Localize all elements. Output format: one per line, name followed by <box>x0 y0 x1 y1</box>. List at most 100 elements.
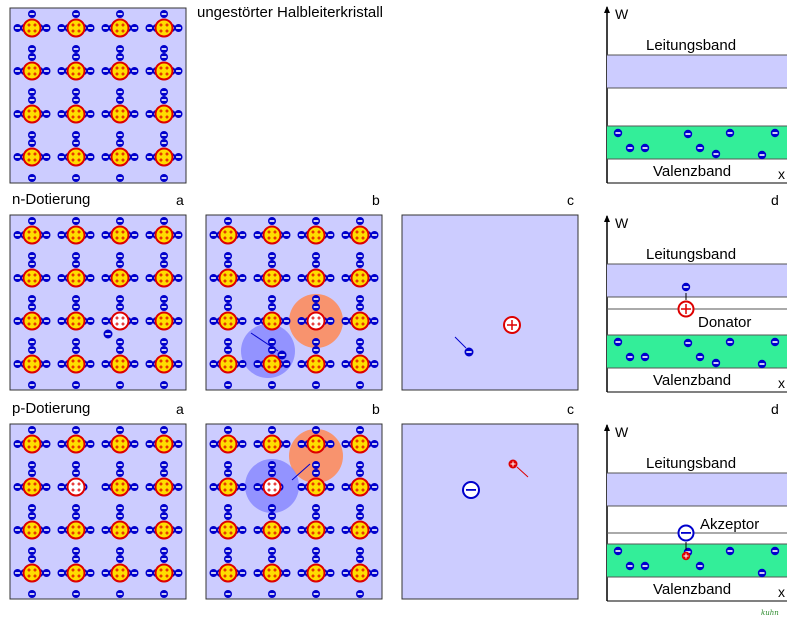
electron <box>72 469 80 477</box>
lattice-atom <box>66 225 86 245</box>
electron <box>174 526 183 534</box>
electron <box>57 317 66 325</box>
electron <box>253 569 262 577</box>
electron <box>224 381 232 389</box>
electron <box>757 568 767 578</box>
electron <box>42 274 51 282</box>
electron <box>28 10 36 18</box>
electron <box>282 526 291 534</box>
lattice-atom <box>66 520 86 540</box>
lattice-atom <box>154 104 174 124</box>
electron <box>326 440 335 448</box>
electron <box>86 360 95 368</box>
electron <box>72 512 80 520</box>
band0-conduction-label: Leitungsband <box>646 37 737 54</box>
electron <box>72 131 80 139</box>
electron <box>253 274 262 282</box>
electron <box>253 317 262 325</box>
electron <box>224 590 232 598</box>
electron <box>57 231 66 239</box>
electron <box>277 350 287 360</box>
lattice-atom <box>350 563 370 583</box>
lattice-atom <box>306 563 326 583</box>
electron <box>282 274 291 282</box>
lattice-atom <box>350 434 370 454</box>
electron <box>370 274 379 282</box>
lattice-atom <box>110 147 130 167</box>
electron <box>103 329 113 339</box>
lattice-atom <box>66 268 86 288</box>
electron <box>130 360 139 368</box>
electron <box>72 252 80 260</box>
electron <box>370 231 379 239</box>
electron <box>145 526 154 534</box>
electron <box>116 174 124 182</box>
electron <box>224 295 232 303</box>
lattice-atom <box>154 18 174 38</box>
electron <box>72 217 80 225</box>
electron <box>224 346 232 354</box>
lattice-n-b <box>205 214 383 391</box>
lattice-atom <box>218 268 238 288</box>
electron <box>57 526 66 534</box>
electron <box>341 360 350 368</box>
electron <box>224 461 232 469</box>
electron <box>282 231 291 239</box>
electron <box>613 546 623 556</box>
electron <box>174 569 183 577</box>
band1-axis-x: x <box>778 375 785 391</box>
electron <box>312 338 320 346</box>
electron <box>145 360 154 368</box>
valence-band <box>607 544 787 577</box>
lattice-atom <box>66 354 86 374</box>
electron <box>356 252 364 260</box>
electron <box>160 555 168 563</box>
lattice-atom <box>350 477 370 497</box>
electron <box>356 338 364 346</box>
electron <box>28 295 36 303</box>
lattice-atom <box>306 477 326 497</box>
lattice-atom <box>110 268 130 288</box>
electron <box>757 359 767 369</box>
electron <box>297 483 306 491</box>
electron <box>224 512 232 520</box>
electron <box>356 346 364 354</box>
electron <box>145 440 154 448</box>
electron <box>174 360 183 368</box>
dopant-atom <box>66 477 86 497</box>
lattice-atom <box>110 61 130 81</box>
lattice-atom <box>22 520 42 540</box>
lattice-atom <box>22 434 42 454</box>
electron <box>72 10 80 18</box>
w-axis-arrow <box>604 424 610 431</box>
hole-motion-arrow <box>516 466 529 478</box>
electron <box>28 303 36 311</box>
lattice-atom <box>262 434 282 454</box>
electron <box>101 317 110 325</box>
electron <box>326 360 335 368</box>
lattice-atom <box>66 311 86 331</box>
electron <box>174 110 183 118</box>
hole-motion-arrow <box>291 463 311 481</box>
electron <box>268 295 276 303</box>
p-label-c: c <box>567 401 574 417</box>
electron <box>13 440 22 448</box>
electron <box>253 483 262 491</box>
electron <box>224 303 232 311</box>
electron <box>625 352 635 362</box>
electron <box>341 526 350 534</box>
electron-motion-arrow <box>250 332 279 352</box>
electron <box>86 317 95 325</box>
electron <box>711 149 721 159</box>
electron <box>116 303 124 311</box>
electron <box>464 347 474 357</box>
electron <box>725 337 735 347</box>
lattice-atom <box>262 268 282 288</box>
electron <box>28 217 36 225</box>
electron <box>116 512 124 520</box>
electron <box>209 231 218 239</box>
electron <box>72 346 80 354</box>
electron <box>370 440 379 448</box>
lattice-atom <box>350 225 370 245</box>
electron <box>356 555 364 563</box>
